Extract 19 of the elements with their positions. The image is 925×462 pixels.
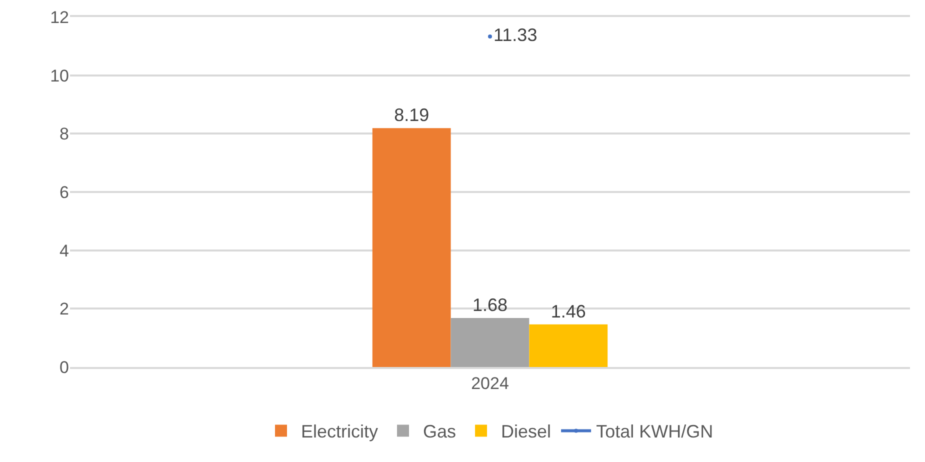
y-tick-label: 8 (60, 124, 69, 144)
data-label: 11.33 (494, 25, 538, 46)
legend-label: Total KWH/GN (596, 422, 714, 442)
y-tick-label: 10 (50, 66, 69, 86)
legend-label: Gas (423, 422, 456, 442)
bar (450, 318, 530, 367)
y-tick-label: 4 (60, 241, 69, 260)
legend-label: Diesel (501, 422, 552, 442)
x-tick-label: 2024 (471, 374, 509, 394)
y-tick-label: 2 (60, 300, 69, 319)
bar (372, 128, 451, 367)
y-tick-label: 12 (50, 8, 69, 27)
data-label: 1.46 (550, 301, 586, 322)
data-label: 8.19 (394, 105, 430, 126)
y-tick-label: 6 (60, 182, 69, 202)
bar (529, 324, 608, 367)
y-tick-label: 0 (60, 358, 69, 377)
legend-label: Electricity (301, 422, 378, 442)
data-label: 1.68 (472, 295, 508, 315)
